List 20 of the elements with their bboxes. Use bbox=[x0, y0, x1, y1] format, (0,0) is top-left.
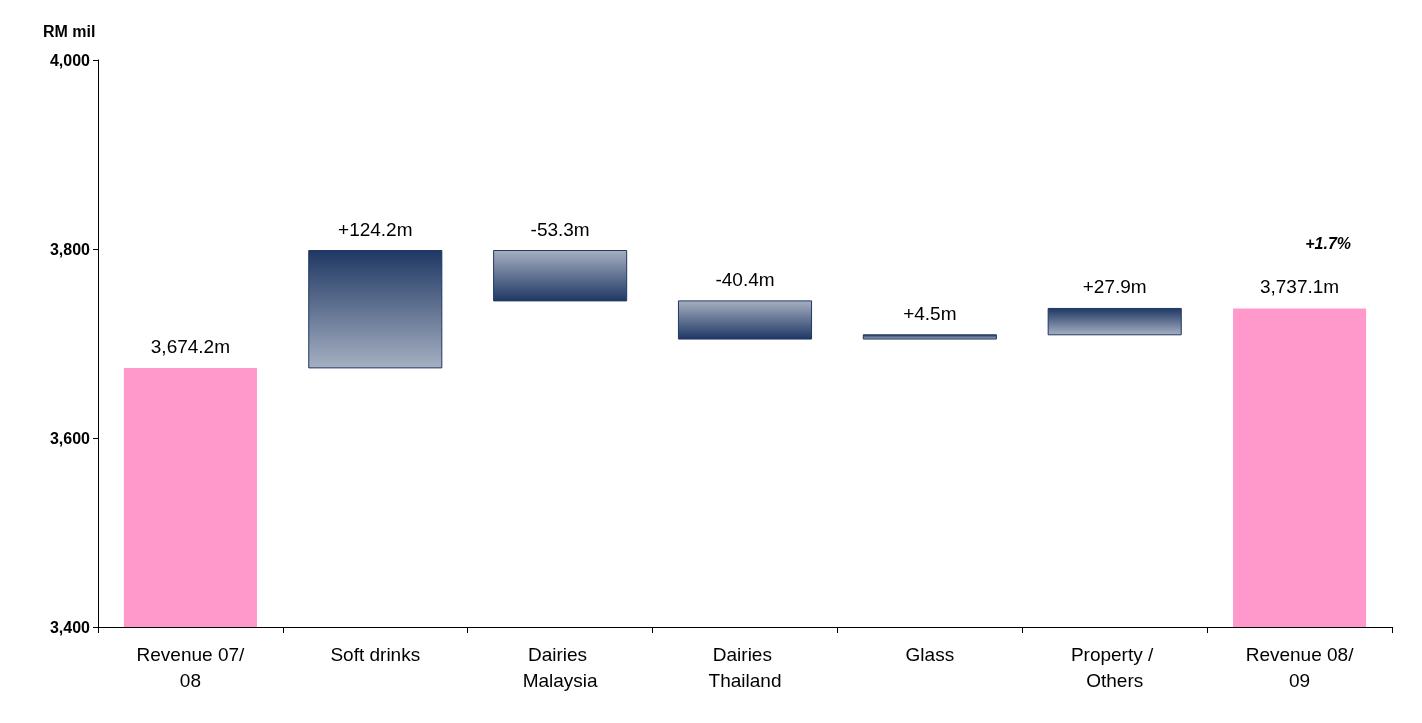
data-label: 3,737.1m bbox=[1259, 276, 1340, 298]
x-tick-label: Glass bbox=[905, 643, 955, 665]
x-tick-label: Property / Others bbox=[1070, 643, 1159, 691]
x-tick-label: Revenue 08/09 bbox=[1245, 643, 1355, 691]
y-tick-label: 3,400 bbox=[49, 618, 91, 636]
data-label: -40.4m bbox=[715, 268, 775, 290]
y-tick-label: 3,800 bbox=[49, 240, 91, 258]
data-label: -53.3m bbox=[530, 218, 590, 240]
y-tick-label: 3,600 bbox=[49, 429, 91, 447]
y-axis-title: RM mil bbox=[43, 22, 96, 40]
data-label: +124.2m bbox=[338, 218, 413, 240]
data-label: +4.5m bbox=[903, 302, 957, 324]
annotation: +1.7% bbox=[1305, 234, 1351, 252]
x-tick-label: Dairies Malaysia bbox=[522, 643, 599, 691]
x-tick-label: Revenue 07/08 bbox=[136, 643, 246, 691]
data-label: +27.9m bbox=[1082, 276, 1147, 298]
y-tick-label: 4,000 bbox=[49, 51, 91, 69]
x-tick-label: Dairies Thailand bbox=[708, 643, 782, 691]
data-label: 3,674.2m bbox=[150, 335, 231, 357]
x-tick-label: Soft drinks bbox=[330, 643, 421, 665]
